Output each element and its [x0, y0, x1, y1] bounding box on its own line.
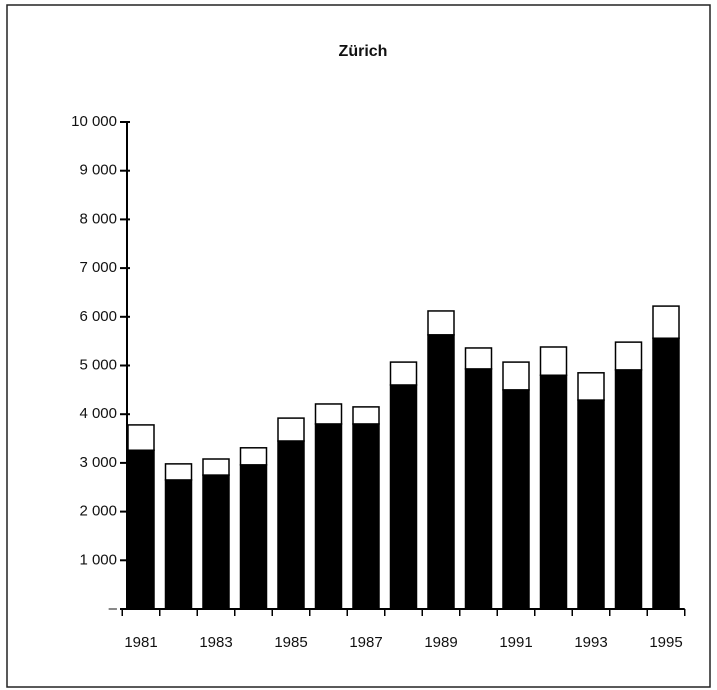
y-tick-label: 3 000: [79, 454, 117, 471]
bar-segment: [352, 423, 380, 610]
bar-segment: [652, 337, 680, 610]
y-tick-label: –: [109, 600, 118, 617]
y-tick-label: 9 000: [79, 162, 117, 179]
x-tick-label: 1993: [574, 634, 607, 651]
bar-segment: [427, 334, 455, 610]
bar-segment: [202, 474, 230, 610]
x-tick-label: 1981: [124, 634, 157, 651]
y-tick-label: 4 000: [79, 405, 117, 422]
bar-segment: [352, 406, 380, 425]
bar-segment: [427, 310, 455, 336]
bar-segment: [614, 341, 643, 371]
y-tick-label: 6 000: [79, 308, 117, 325]
bar-segment: [577, 399, 605, 610]
bar-segment: [314, 403, 343, 425]
bar-segment: [202, 458, 230, 476]
bar-segment: [614, 369, 643, 610]
bar-segment: [314, 423, 343, 610]
bar-segment: [389, 361, 418, 386]
y-tick-label: 5 000: [79, 356, 117, 373]
x-tick-label: 1989: [424, 634, 457, 651]
bar-segment: [539, 374, 568, 610]
bar-segment: [577, 372, 605, 401]
bar-segment: [389, 384, 418, 610]
y-tick-label: 7 000: [79, 259, 117, 276]
x-tick-label: 1991: [499, 634, 532, 651]
bar-segment: [239, 447, 268, 466]
bar-segment: [164, 479, 193, 610]
bar-segment: [239, 464, 268, 610]
bar-segment: [277, 440, 305, 610]
bar-segment: [652, 305, 680, 339]
bar-segment: [539, 346, 568, 376]
bar-segment: [464, 368, 493, 610]
x-tick-label: 1995: [649, 634, 682, 651]
chart-title: Zürich: [339, 43, 388, 60]
bar-segment: [502, 361, 530, 391]
y-tick-label: 1 000: [79, 551, 117, 568]
bar-segment: [127, 424, 155, 451]
frame: [6, 4, 711, 688]
bar-segment: [464, 347, 493, 370]
bar-segment: [277, 417, 305, 442]
bar-segment: [164, 463, 193, 481]
x-tick-label: 1983: [199, 634, 232, 651]
y-tick-label: 2 000: [79, 503, 117, 520]
y-tick-label: 10 000: [71, 113, 117, 130]
bar-segment: [127, 449, 155, 610]
y-tick-label: 8 000: [79, 210, 117, 227]
bar-segment: [502, 389, 530, 610]
x-tick-label: 1987: [349, 634, 382, 651]
x-tick-label: 1985: [274, 634, 307, 651]
